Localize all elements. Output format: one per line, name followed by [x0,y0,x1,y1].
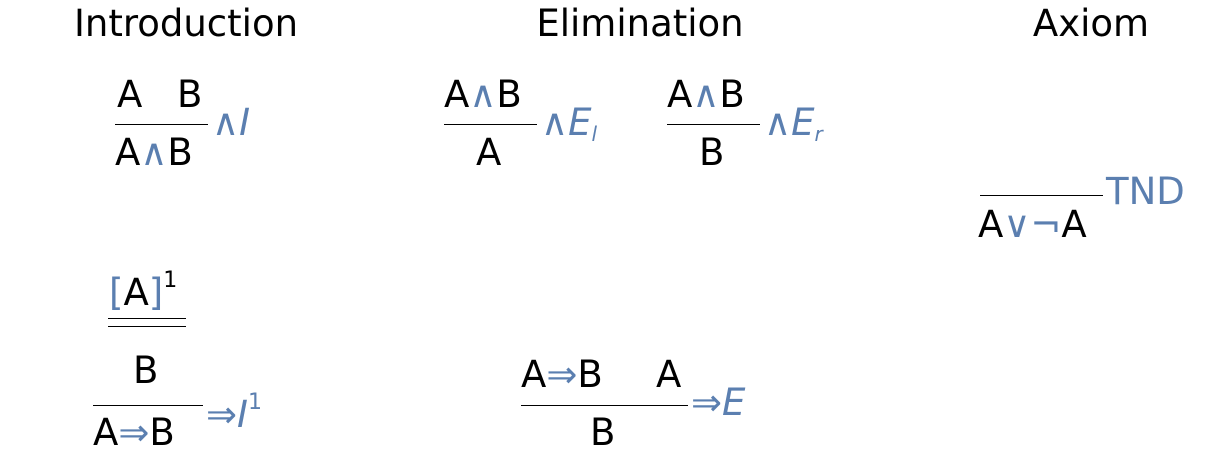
imp-elim-premise-1: A⇒B [521,353,603,396]
imp-intro-double-line-top [108,318,186,319]
header-elimination: Elimination [536,2,744,45]
and-elim-right-premise: A∧B [667,73,745,116]
imp-intro-double-line-bottom [108,326,186,327]
and-elim-right-label: ∧Er [764,101,823,146]
and-elim-left-premise: A∧B [444,73,522,116]
and-elim-left-line [444,124,537,125]
and-elim-right-line [667,124,760,125]
and-intro-line [115,124,208,125]
and-intro-premise-a: A [117,73,143,116]
and-op: ∧ [140,131,168,174]
imp-elim-line [521,405,688,406]
and-intro-label: ∧I [212,101,250,144]
and-elim-left-label: ∧El [541,101,598,146]
tnd-line [980,195,1103,196]
imp-intro-middle: B [133,349,159,392]
tnd-label: TND [1106,170,1185,213]
and-intro-premise-b: B [177,73,203,116]
imp-intro-line [93,405,203,406]
imp-intro-label: ⇒I1 [206,390,262,436]
tnd-conclusion: A∨¬A [978,203,1087,246]
imp-elim-premise-2: A [656,353,682,396]
imp-intro-assumption: [A]1 [109,268,178,314]
imp-elim-conclusion: B [590,411,616,454]
and-elim-left-conclusion: A [476,131,502,174]
and-intro-conclusion: A∧B [115,131,193,174]
imp-elim-label: ⇒E [691,381,746,424]
header-axiom: Axiom [1032,2,1150,45]
header-introduction: Introduction [73,2,299,45]
and-elim-right-conclusion: B [699,131,725,174]
imp-intro-conclusion: A⇒B [93,411,175,454]
